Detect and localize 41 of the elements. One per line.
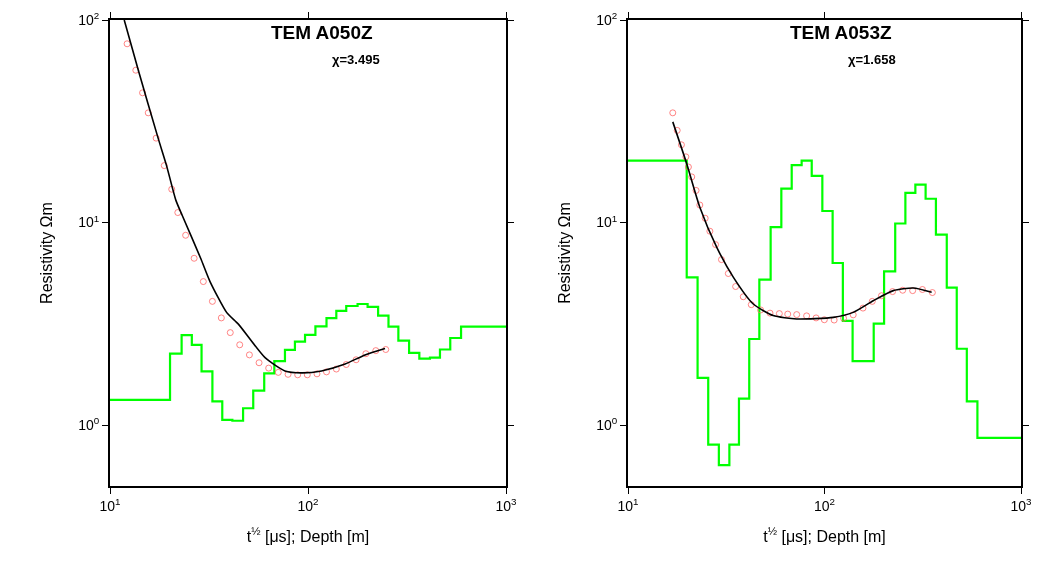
point xyxy=(236,341,244,349)
point xyxy=(332,365,340,373)
point xyxy=(265,364,273,372)
x-axis-title: t$^{½}$ [μs]; Depth [m] xyxy=(763,525,886,545)
y-tick-label: 10$^{2}$ xyxy=(596,10,618,28)
point xyxy=(323,368,330,376)
y-tick-label: 10$^{0}$ xyxy=(78,415,100,433)
y-tick-label: 10$^{0}$ xyxy=(596,415,618,433)
y-axis-title: Resistivity Ωm xyxy=(555,202,573,304)
x-tick-label: 10$^{2}$ xyxy=(813,495,836,514)
text: χ=1.658 xyxy=(848,52,896,67)
y-tick-label: 10$^{1}$ xyxy=(78,212,100,231)
point xyxy=(382,346,390,353)
point xyxy=(294,371,302,379)
y-axis-title: Resistivity Ωm xyxy=(37,202,55,304)
point xyxy=(303,371,311,379)
point xyxy=(209,297,216,305)
x-tick-label: 10$^{2}$ xyxy=(297,495,319,514)
chart-title: TEM A050Z xyxy=(270,21,374,43)
point xyxy=(342,361,350,368)
x-tick-label: 10$^{1}$ xyxy=(617,495,639,514)
point xyxy=(255,359,263,367)
point xyxy=(284,370,292,378)
point xyxy=(190,254,198,262)
point xyxy=(246,351,253,359)
text: χ=3.495 xyxy=(332,52,380,67)
point xyxy=(226,329,234,337)
x-axis-title: t$^{½}$ [μs]; Depth [m] xyxy=(246,525,370,545)
point xyxy=(313,370,321,378)
point xyxy=(352,356,360,364)
x-tick-label: 10$^{3}$ xyxy=(495,495,518,514)
chart-title: TEM A053Z xyxy=(789,21,893,43)
point xyxy=(362,350,370,358)
point xyxy=(372,347,380,355)
point xyxy=(274,368,282,376)
point xyxy=(199,278,207,285)
x-tick-label: 10$^{1}$ xyxy=(99,495,121,514)
y-tick-label: 10$^{2}$ xyxy=(78,10,100,28)
y-tick-label: 10$^{1}$ xyxy=(596,212,618,231)
point xyxy=(217,314,225,322)
x-tick-label: 10$^{3}$ xyxy=(1010,495,1033,514)
